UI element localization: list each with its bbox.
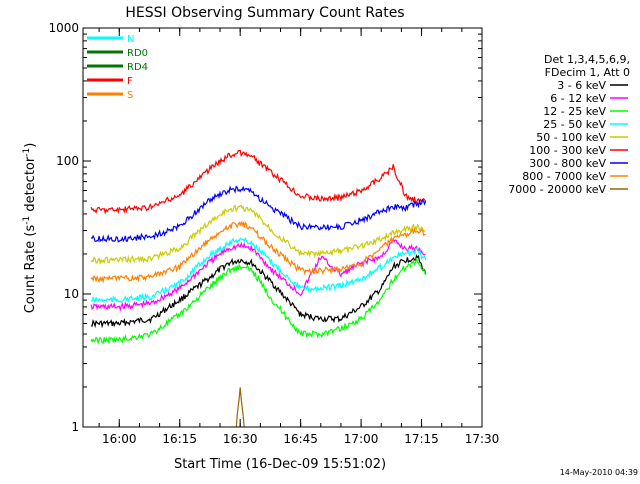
y-axis-label: Count Rate (s-1 detector-1) [22, 143, 38, 314]
legend-item-label: 800 - 7000 keV [522, 170, 606, 183]
legend-item-label: 12 - 25 keV [543, 105, 606, 118]
legend-item-label: 50 - 100 keV [536, 131, 606, 144]
legend: Det 1,3,4,5,6,9,FDecim 1, Att 03 - 6 keV… [508, 53, 630, 196]
series-line-1 [90, 237, 426, 312]
series-line-8 [235, 387, 245, 427]
legend-header: Det 1,3,4,5,6,9, [544, 53, 630, 66]
flag-label: N [127, 34, 134, 45]
y-tick-label: 100 [56, 154, 79, 168]
legend-header: FDecim 1, Att 0 [545, 66, 630, 79]
footer-timestamp: 14-May-2010 04:39 [560, 468, 638, 477]
series-line-2 [90, 258, 427, 346]
series-line-5 [90, 149, 427, 215]
x-axis-label: Start Time (16-Dec-09 15:51:02) [174, 457, 386, 472]
legend-item-label: 300 - 800 keV [529, 157, 606, 170]
series-line-7 [90, 220, 426, 284]
x-tick-label: 16:15 [162, 432, 197, 446]
series-line-6 [90, 185, 427, 243]
legend-item-label: 25 - 50 keV [543, 118, 606, 131]
plot-frame [82, 27, 483, 428]
legend-item-label: 6 - 12 keV [550, 92, 606, 105]
flag-label: S [127, 90, 133, 101]
x-tick-label: 17:30 [465, 432, 500, 446]
y-tick-label: 10 [64, 287, 79, 301]
chart-title: HESSI Observing Summary Count Rates [125, 5, 404, 21]
legend-item-label: 7000 - 20000 keV [508, 183, 606, 196]
x-tick-label: 17:00 [344, 432, 379, 446]
flag-label: RD4 [127, 62, 148, 73]
y-tick-label: 1 [71, 420, 79, 434]
x-tick-label: 16:45 [283, 432, 318, 446]
x-tick-label: 17:15 [404, 432, 439, 446]
series-line-3 [90, 236, 427, 304]
series-line-4 [90, 204, 426, 266]
plot-area: N RD0 RD4 FS [87, 34, 427, 427]
plot-series-group: N RD0 RD4 FS [87, 34, 427, 427]
x-tick-label: 16:30 [223, 432, 258, 446]
flag-label: RD0 [127, 48, 148, 59]
y-tick-label: 1000 [48, 21, 79, 35]
legend-item-label: 3 - 6 keV [557, 79, 606, 92]
flag-label: F [127, 76, 133, 87]
series-line-0 [90, 254, 427, 329]
legend-item-label: 100 - 300 keV [529, 144, 606, 157]
x-tick-label: 16:00 [102, 432, 137, 446]
axes: 16:00 16:15 16:30 16:45 17:00 17:15 17:30 1 10 10… [48, 21, 499, 446]
